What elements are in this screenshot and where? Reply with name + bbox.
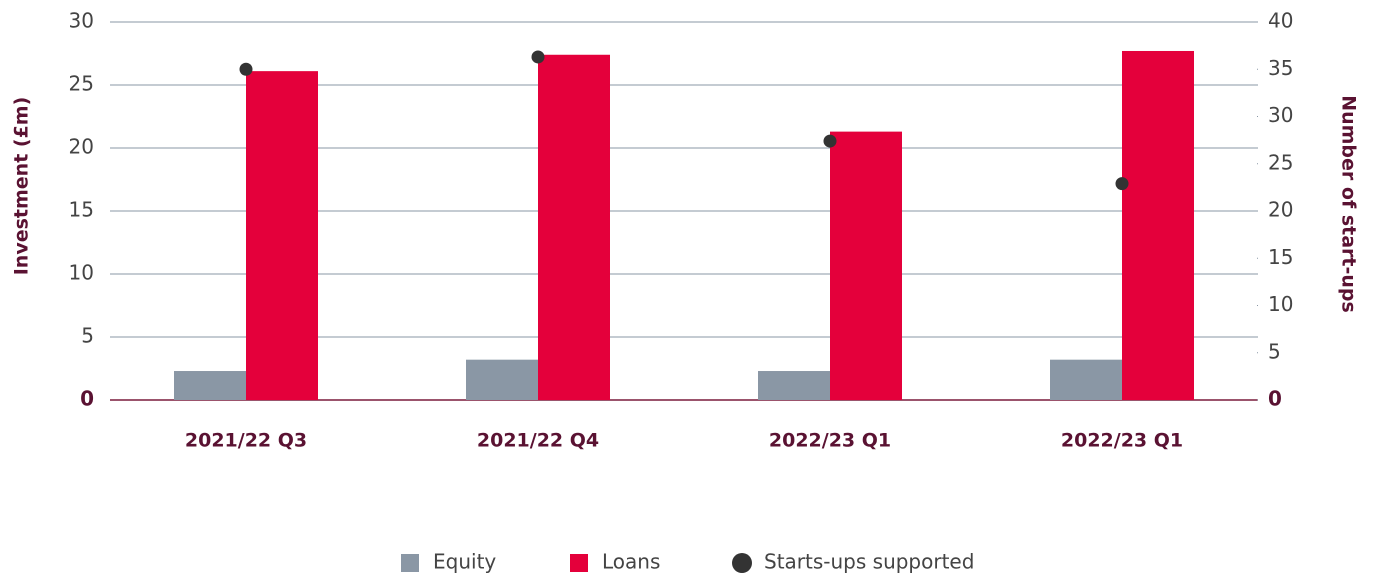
y2-tick-label: 0	[1268, 387, 1282, 411]
bar	[830, 131, 902, 400]
y2-tick-label: 25	[1268, 150, 1293, 174]
x-tick-label: 2021/22 Q3	[185, 430, 307, 452]
y-axis-label: Investment (£m)	[11, 97, 33, 276]
bar	[174, 371, 246, 400]
bar	[538, 54, 610, 400]
bar	[758, 371, 830, 400]
x-tick-label: 2022/23 Q1	[769, 430, 891, 452]
bar	[466, 359, 538, 400]
y-tick-label: 20	[69, 135, 94, 159]
point	[1115, 177, 1129, 191]
bar	[1050, 359, 1122, 400]
y2-tick-label: 20	[1268, 198, 1293, 222]
bar	[246, 71, 318, 400]
y-tick-label: 5	[81, 324, 94, 348]
y2-tick-label: 15	[1268, 245, 1293, 269]
legend-marker	[570, 554, 588, 572]
y2-axis-label: Number of start-ups	[1338, 95, 1360, 313]
y-tick-label: 0	[80, 387, 94, 411]
point	[823, 134, 837, 148]
x-tick-label: 2021/22 Q4	[477, 430, 599, 452]
point	[239, 62, 253, 76]
point	[531, 50, 545, 64]
y2-tick-label: 5	[1268, 339, 1281, 363]
x-tick-label: 2022/23 Q1	[1061, 430, 1183, 452]
y-tick-label: 15	[69, 198, 94, 222]
legend-label: Equity	[433, 550, 496, 574]
bar	[1122, 50, 1194, 400]
y-tick-label: 30	[69, 9, 94, 33]
legend-marker	[401, 554, 419, 572]
legend-marker	[732, 553, 752, 573]
y2-tick-label: 30	[1268, 103, 1293, 127]
y-tick-label: 10	[69, 261, 94, 285]
legend-label: Loans	[602, 550, 660, 574]
y2-tick-label: 40	[1268, 9, 1293, 33]
y2-tick-label: 35	[1268, 56, 1293, 80]
y-tick-label: 25	[69, 72, 94, 96]
legend-label: Starts-ups supported	[764, 550, 974, 574]
y2-tick-label: 10	[1268, 292, 1293, 316]
